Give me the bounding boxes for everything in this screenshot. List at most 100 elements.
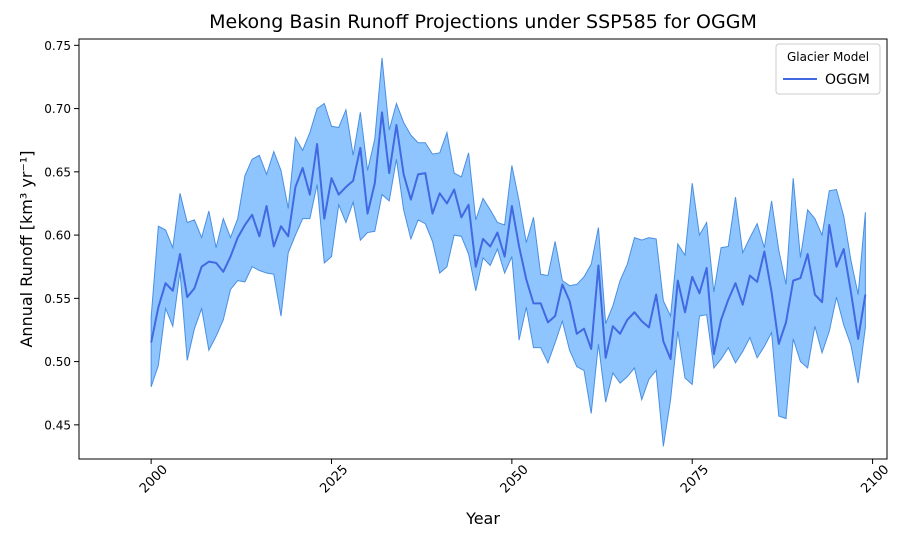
data-point <box>634 311 636 313</box>
y-axis-label: Annual Runoff [km³ yr⁻¹] <box>17 150 36 347</box>
x-tick-label: 2025 <box>317 462 351 496</box>
data-point <box>323 218 325 220</box>
data-point <box>460 216 462 218</box>
data-point <box>432 213 434 215</box>
y-tick-label: 0.55 <box>44 292 71 306</box>
data-point <box>316 143 318 145</box>
data-point <box>756 281 758 283</box>
data-point <box>525 278 527 280</box>
data-point <box>208 261 210 263</box>
data-point <box>763 251 765 253</box>
data-point <box>698 292 700 294</box>
data-point <box>857 338 859 340</box>
x-axis: 2000 2025 2050 2075 2100 <box>137 459 892 496</box>
data-point <box>590 348 592 350</box>
data-point <box>619 333 621 335</box>
data-point <box>150 342 152 344</box>
chart-title: Mekong Basin Runoff Projections under SS… <box>209 11 757 33</box>
data-point <box>157 306 159 308</box>
data-point <box>489 245 491 247</box>
data-point <box>727 299 729 301</box>
data-point <box>778 343 780 345</box>
data-point <box>626 319 628 321</box>
legend-box <box>775 43 881 95</box>
y-tick-label: 0.45 <box>44 418 71 432</box>
data-point <box>258 235 260 237</box>
data-point <box>569 300 571 302</box>
series-line-oggm <box>150 111 867 361</box>
data-point <box>792 280 794 282</box>
legend-title: Glacier Model <box>787 50 869 64</box>
y-tick-label: 0.70 <box>44 102 71 116</box>
data-point <box>828 224 830 226</box>
data-point <box>547 321 549 323</box>
data-point <box>496 232 498 234</box>
y-tick-label: 0.60 <box>44 229 71 243</box>
y-tick-label: 0.50 <box>44 355 71 369</box>
data-point <box>583 328 585 330</box>
data-point <box>251 214 253 216</box>
data-point <box>612 325 614 327</box>
data-point <box>359 147 361 149</box>
data-point <box>597 264 599 266</box>
data-point <box>352 180 354 182</box>
data-point <box>785 321 787 323</box>
data-point <box>302 167 304 169</box>
data-point <box>713 353 715 355</box>
data-point <box>641 320 643 322</box>
x-tick-label: 2075 <box>678 462 712 496</box>
data-point <box>179 253 181 255</box>
data-point <box>186 296 188 298</box>
data-point <box>864 294 866 296</box>
data-point <box>561 283 563 285</box>
data-point <box>504 256 506 258</box>
legend: Glacier Model OGGM <box>775 43 881 95</box>
data-point <box>287 235 289 237</box>
data-point <box>468 204 470 206</box>
plot-area <box>150 57 867 447</box>
data-point <box>655 294 657 296</box>
legend-entry-oggm: OGGM <box>825 72 870 88</box>
data-point <box>381 111 383 113</box>
data-point <box>309 194 311 196</box>
data-point <box>648 326 650 328</box>
data-point <box>273 245 275 247</box>
data-point <box>482 238 484 240</box>
data-point <box>244 224 246 226</box>
x-tick-label: 2000 <box>137 462 171 496</box>
y-axis: 0.45 0.50 0.55 0.60 0.65 0.70 0.75 <box>44 39 79 432</box>
data-point <box>605 357 607 359</box>
data-point <box>554 315 556 317</box>
x-tick-label: 2100 <box>858 462 892 496</box>
x-tick-label: 2050 <box>498 462 532 496</box>
uncertainty-band-oggm <box>150 57 866 447</box>
data-point <box>215 262 217 264</box>
data-point <box>367 213 369 215</box>
data-point <box>424 172 426 174</box>
data-point <box>850 291 852 293</box>
data-point <box>742 304 744 306</box>
data-point <box>814 294 816 296</box>
data-point <box>807 253 809 255</box>
data-point <box>475 266 477 268</box>
data-point <box>749 275 751 277</box>
data-point <box>576 333 578 335</box>
data-point <box>662 340 664 342</box>
plot-frame <box>78 38 888 460</box>
data-point <box>374 182 376 184</box>
data-point <box>193 287 195 289</box>
data-point <box>446 202 448 204</box>
data-point <box>518 245 520 247</box>
data-point <box>345 186 347 188</box>
data-point <box>417 173 419 175</box>
data-point <box>706 267 708 269</box>
data-point <box>836 266 838 268</box>
data-point <box>237 237 239 239</box>
data-point <box>771 291 773 293</box>
data-point <box>294 186 296 188</box>
data-point <box>266 205 268 207</box>
data-point <box>540 302 542 304</box>
y-tick-label: 0.75 <box>44 39 71 53</box>
